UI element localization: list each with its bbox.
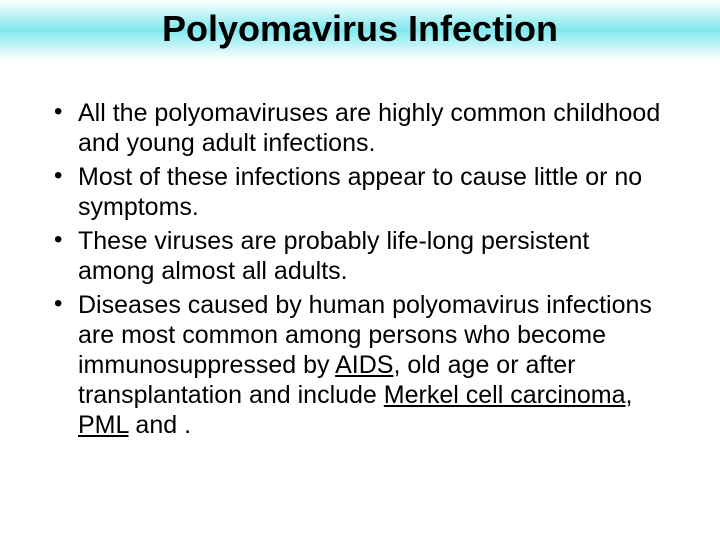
slide-title: Polyomavirus Infection bbox=[0, 8, 720, 50]
bullet-text: All the polyomaviruses are highly common… bbox=[78, 99, 660, 157]
link-aids[interactable]: AIDS bbox=[335, 351, 393, 379]
bullet-text: These viruses are probably life-long per… bbox=[78, 227, 589, 285]
bullet-item: Most of these infections appear to cause… bbox=[50, 162, 670, 222]
bullet-text-post: and . bbox=[128, 411, 191, 439]
slide-content: All the polyomaviruses are highly common… bbox=[0, 60, 720, 440]
bullet-text-mid: , bbox=[626, 381, 633, 409]
bullet-item: Diseases caused by human polyomavirus in… bbox=[50, 290, 670, 440]
bullet-item: These viruses are probably life-long per… bbox=[50, 226, 670, 286]
link-pml[interactable]: PML bbox=[78, 411, 128, 439]
bullet-item: All the polyomaviruses are highly common… bbox=[50, 98, 670, 158]
link-merkel-cell-carcinoma[interactable]: Merkel cell carcinoma bbox=[384, 381, 626, 409]
title-bar: Polyomavirus Infection bbox=[0, 0, 720, 60]
presentation-slide: Polyomavirus Infection All the polyomavi… bbox=[0, 0, 720, 540]
bullet-text: Most of these infections appear to cause… bbox=[78, 163, 642, 221]
bullet-list: All the polyomaviruses are highly common… bbox=[50, 98, 670, 440]
